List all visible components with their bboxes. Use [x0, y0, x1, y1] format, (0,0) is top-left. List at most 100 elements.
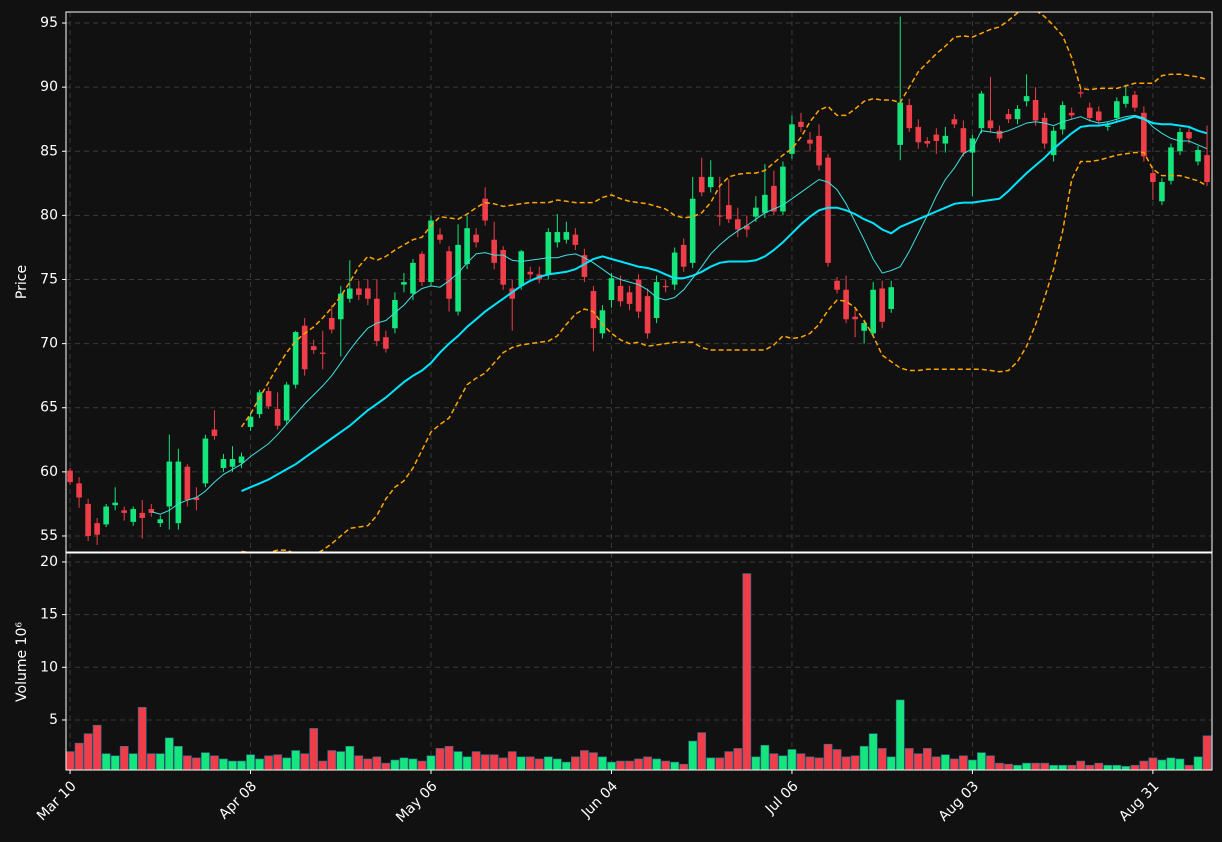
volume-bar [282, 757, 291, 770]
volume-bar [183, 755, 192, 770]
candle-body [346, 288, 353, 299]
candle-body [356, 288, 362, 295]
volume-bar [751, 756, 761, 770]
volume-bar [589, 752, 598, 770]
candle-body [509, 288, 516, 299]
volume-bar [489, 754, 499, 770]
y-tick-label: 80 [40, 207, 58, 223]
volume-bar [201, 752, 210, 770]
y-tick-label: 95 [40, 15, 58, 31]
volume-bar [444, 745, 454, 770]
candle-body [401, 282, 407, 285]
volume-bar [886, 756, 896, 770]
candle-body [374, 298, 380, 342]
candle-body [1068, 112, 1075, 116]
volume-bar [101, 753, 111, 770]
volume-bar [823, 743, 833, 770]
volume-bar [877, 748, 887, 770]
volume-bar [778, 755, 788, 770]
volume-bar [643, 756, 652, 770]
volume-bar [246, 754, 255, 770]
candle-body [969, 138, 976, 153]
volume-bar [83, 733, 93, 770]
volume-bar [1040, 762, 1049, 770]
candle-body [1114, 101, 1120, 118]
volume-bar [1193, 756, 1203, 770]
volume-bar [913, 753, 923, 770]
volume-bar [498, 757, 508, 770]
candle-body [103, 506, 109, 525]
volume-bar [534, 758, 544, 770]
overlay-line [241, 115, 1208, 493]
volume-bar [1067, 764, 1077, 770]
volume-bar [1058, 764, 1068, 770]
volume-bar [354, 755, 364, 770]
candle-body [500, 250, 506, 285]
candle-body [310, 346, 317, 351]
candle-body [301, 325, 308, 370]
candle-body [365, 288, 371, 299]
candle-body [996, 130, 1003, 139]
candle-body [446, 251, 452, 299]
volume-bar [841, 756, 851, 770]
candle-body [563, 232, 570, 240]
volume-bar [66, 751, 75, 770]
candle-body [554, 232, 561, 243]
candle-body [85, 503, 91, 536]
candle-body [608, 278, 615, 301]
candle-body [283, 384, 290, 421]
candle-body [915, 126, 922, 143]
candle-body [725, 205, 732, 220]
candle-body [482, 198, 488, 221]
volume-bar [968, 759, 977, 770]
candle-body [1023, 96, 1030, 102]
candle-body [942, 135, 949, 144]
candle-body [1150, 173, 1156, 183]
volume-bar [390, 759, 400, 770]
volume-bar [110, 755, 120, 770]
candle-body [121, 510, 127, 513]
volume-bar [119, 745, 129, 770]
volume-bar [318, 760, 328, 770]
volume-bar [580, 750, 589, 770]
volume-bar [805, 756, 815, 770]
candle-body [906, 105, 913, 129]
volume-bar [661, 760, 670, 770]
y-tick-label: 90 [40, 79, 58, 95]
volume-bar [959, 755, 968, 770]
volume-bar [408, 758, 418, 770]
volume-bar [1076, 760, 1086, 770]
volume-bar [1166, 757, 1176, 770]
volume-bar [769, 753, 779, 770]
candle-body [437, 234, 443, 240]
volume-bar [155, 753, 165, 770]
y-tick-label: 70 [40, 336, 58, 352]
candle-body [789, 124, 795, 154]
candle-body [671, 252, 678, 285]
candle-body [635, 279, 642, 312]
overlay-line [240, 12, 1208, 428]
candle-body [662, 285, 669, 288]
volume-bar [1031, 762, 1040, 770]
candle-body [924, 141, 931, 144]
candle-body [455, 244, 461, 312]
candle-body [274, 409, 281, 426]
candle-body [771, 185, 777, 212]
volume-bar [381, 762, 391, 770]
candle-body [834, 280, 840, 290]
volume-bar [724, 751, 734, 770]
candle-body [220, 459, 227, 469]
volume-bar [173, 745, 183, 770]
volume-bar [995, 762, 1004, 770]
candle-body [256, 392, 263, 415]
volume-bar [462, 756, 472, 770]
candle-body [1186, 132, 1192, 139]
volume-bar [742, 573, 752, 770]
candle-body [1168, 147, 1174, 181]
candle-body [1032, 99, 1039, 121]
candle-body [888, 287, 895, 309]
candle-body [644, 296, 651, 334]
candle-body [67, 470, 73, 483]
volume-bar [264, 755, 273, 770]
